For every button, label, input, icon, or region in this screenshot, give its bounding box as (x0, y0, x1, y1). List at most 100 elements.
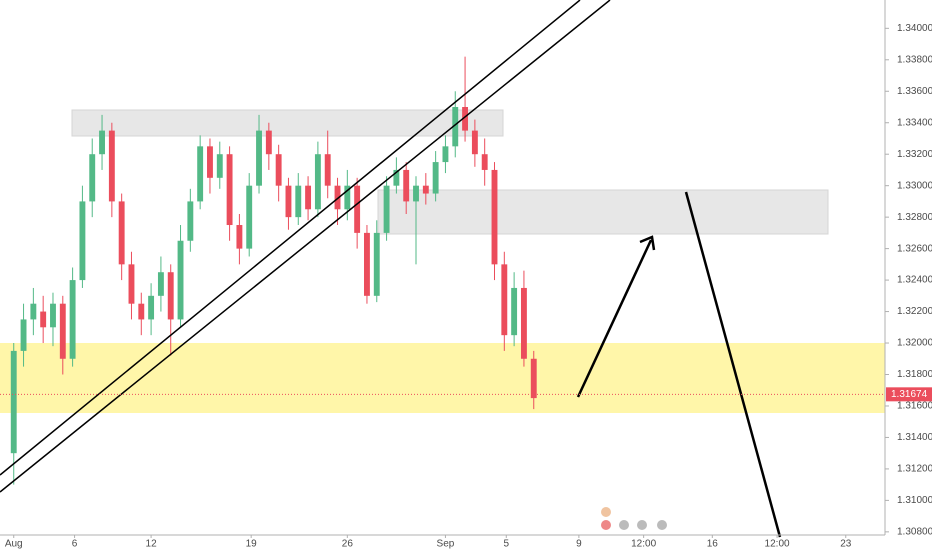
y-tick-label: 1.33400 (897, 117, 932, 128)
channel-line (0, 0, 581, 476)
target-zone (377, 189, 829, 235)
y-tick-label: 1.33000 (897, 180, 932, 191)
arrow-head (639, 235, 656, 251)
x-tick-label: Sep (437, 539, 455, 550)
candle-body (138, 303, 145, 320)
y-tick-label: 1.31200 (897, 464, 932, 475)
candle-body (305, 185, 312, 210)
event-icon (619, 520, 629, 530)
candle-body (40, 311, 47, 328)
candle-body (295, 185, 302, 218)
demand-zone (0, 343, 885, 413)
candle-body (265, 130, 272, 155)
candle-body (177, 240, 184, 320)
y-tick-label: 1.32800 (897, 212, 932, 223)
y-tick-label: 1.34000 (897, 23, 932, 34)
y-tick-label: 1.31400 (897, 432, 932, 443)
candle-body (118, 201, 125, 265)
candle-body (197, 146, 204, 202)
last-price-label: 1.31674 (891, 389, 928, 400)
candle-body (344, 185, 351, 210)
x-tick-label: 6 (72, 539, 78, 550)
event-icon (601, 507, 611, 517)
candle-body (442, 146, 449, 163)
arrow-down (684, 191, 782, 538)
candle-body (128, 264, 135, 304)
candle-body (373, 232, 380, 296)
candle-body (422, 185, 429, 194)
candle-body (285, 185, 292, 218)
drawings (0, 0, 782, 538)
candle-body (226, 154, 233, 226)
candle-body (520, 287, 527, 359)
x-tick-label: 12:00 (765, 539, 790, 550)
x-tick-label: 5 (503, 539, 509, 550)
candle-body (314, 154, 321, 210)
candle-body (403, 169, 410, 202)
candle-body (30, 303, 37, 320)
candle-body (236, 225, 243, 249)
candle-body (167, 272, 174, 320)
event-icon (637, 520, 647, 530)
candle-body (50, 303, 56, 328)
candle-body (157, 272, 164, 296)
candle-body (334, 185, 341, 210)
candle-body (452, 107, 459, 147)
x-tick-label: Aug (5, 539, 23, 550)
event-icon (601, 520, 611, 530)
y-tick-label: 1.31600 (897, 401, 932, 412)
candle-body (501, 264, 508, 336)
candles (10, 56, 537, 485)
last-price-box (886, 387, 932, 402)
candle-body (491, 169, 498, 265)
y-tick-label: 1.32400 (897, 275, 932, 286)
candle-body (108, 130, 115, 202)
event-icons (601, 507, 667, 530)
candle-body (364, 232, 370, 296)
channel-line (0, 0, 611, 493)
candle-body (89, 154, 96, 202)
candle-body (216, 154, 223, 178)
candle-body (481, 154, 488, 170)
candle-body (432, 162, 439, 194)
y-tick-label: 1.32200 (897, 306, 932, 317)
y-tick-label: 1.33600 (897, 86, 932, 97)
y-tick-label: 1.33800 (897, 54, 932, 65)
candle-body (393, 169, 400, 186)
candle-body (69, 280, 76, 359)
y-tick-label: 1.31000 (897, 495, 932, 506)
supply-zone (71, 109, 504, 137)
candle-body (275, 154, 282, 186)
candle-body (383, 185, 390, 233)
candle-body (207, 146, 213, 178)
y-axis-panel (885, 0, 932, 550)
y-tick-label: 1.32600 (897, 243, 932, 254)
candle-body (10, 350, 17, 454)
y-tick-label: 1.31800 (897, 369, 932, 380)
candle-body (511, 287, 518, 336)
x-tick-label: 26 (342, 539, 354, 550)
candle-body (530, 358, 537, 399)
x-tick-label: 23 (840, 539, 852, 550)
y-tick-label: 1.30800 (897, 526, 932, 537)
candle-body (59, 303, 66, 359)
x-tick-label: 19 (246, 539, 258, 550)
candle-body (20, 319, 27, 351)
candle-body (256, 130, 262, 186)
candle-body (187, 201, 194, 241)
candle-body (246, 185, 253, 249)
candle-body (354, 185, 361, 233)
candle-body (471, 130, 478, 155)
candle-body (99, 130, 105, 155)
x-tick-label: 12 (146, 539, 158, 550)
y-tick-label: 1.32000 (897, 338, 932, 349)
arrow-up (576, 239, 653, 398)
candle-body (413, 185, 419, 202)
x-tick-label: 9 (576, 539, 582, 550)
candle-body (148, 295, 155, 320)
x-tick-label: 16 (707, 539, 719, 550)
x-tick-label: 12:00 (631, 539, 656, 550)
candle-body (462, 107, 469, 131)
event-icon (657, 520, 667, 530)
